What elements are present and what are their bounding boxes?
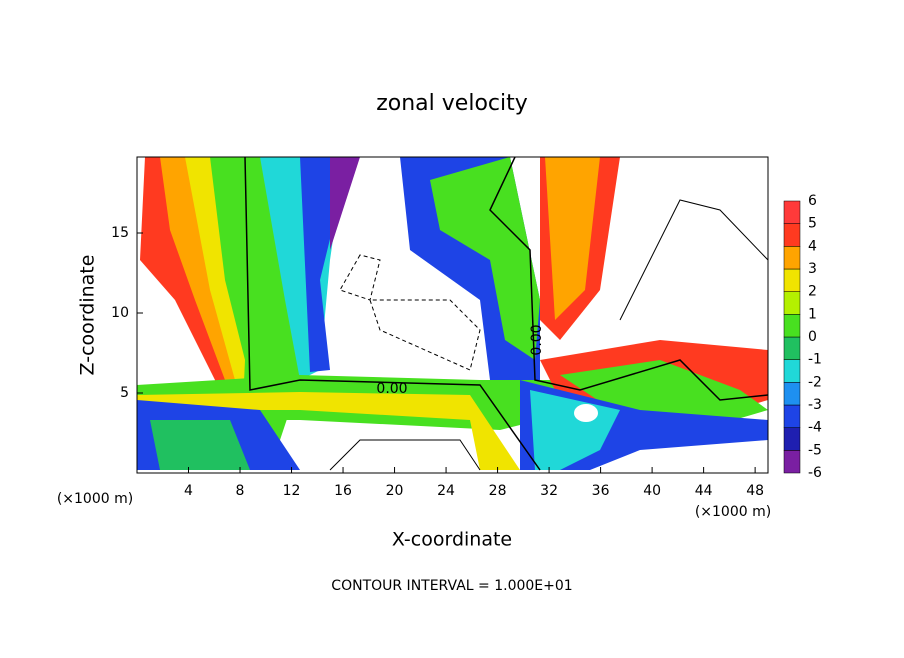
colorbar-box xyxy=(783,200,801,224)
colorbar-box xyxy=(783,427,801,451)
contour-label: 0.00 xyxy=(376,381,407,397)
colorbar-label: 4 xyxy=(808,238,817,254)
colorbar-label: -5 xyxy=(808,442,822,458)
x-unit: (×1000 m) xyxy=(57,491,133,507)
x-tick-label: 20 xyxy=(386,483,404,499)
x-tick-label: 44 xyxy=(695,483,713,499)
colorbar-label: 1 xyxy=(808,306,817,322)
x-tick-label: 12 xyxy=(283,483,301,499)
colorbar-box xyxy=(783,359,801,383)
field xyxy=(137,157,768,471)
colorbar-box xyxy=(783,223,801,247)
colorbar-box xyxy=(783,382,801,406)
colorbar-box xyxy=(783,404,801,428)
chart-title: zonal velocity xyxy=(376,91,528,116)
colorbar-box xyxy=(783,336,801,360)
y-tick-label: 10 xyxy=(111,305,129,321)
contour-label: 0.00 xyxy=(529,324,545,355)
colorbar-box xyxy=(783,268,801,292)
y-tick-label: 5 xyxy=(120,385,129,401)
x-tick-label: 40 xyxy=(643,483,661,499)
plot-frame xyxy=(136,156,769,474)
x-tick-label: 16 xyxy=(334,483,352,499)
x-unit: (×1000 m) xyxy=(695,504,771,520)
colorbar-label: 0 xyxy=(808,329,817,345)
x-tick-label: 32 xyxy=(540,483,558,499)
footer: CONTOUR INTERVAL = 1.000E+01 xyxy=(331,578,572,594)
colorbar-label: -2 xyxy=(808,374,822,390)
colorbar-label: 2 xyxy=(808,284,817,300)
y-axis-label: Z-coordinate xyxy=(77,255,99,376)
colorbar-label: -4 xyxy=(808,420,822,436)
colorbar-label: -3 xyxy=(808,397,822,413)
colorbar-box xyxy=(783,314,801,338)
colorbar-box xyxy=(783,291,801,315)
y-tick-label: 15 xyxy=(111,225,129,241)
x-tick-label: 24 xyxy=(437,483,455,499)
colorbar-box xyxy=(783,450,801,474)
colorbar-label: 5 xyxy=(808,216,817,232)
colorbar-label: 3 xyxy=(808,261,817,277)
x-tick-label: 4 xyxy=(184,483,193,499)
colorbar-label: -1 xyxy=(808,352,822,368)
colorbar-label: -6 xyxy=(808,465,822,481)
x-axis-label: X-coordinate xyxy=(392,529,512,551)
x-tick-label: 8 xyxy=(236,483,245,499)
colorbar-label: 6 xyxy=(808,193,817,209)
x-tick-label: 36 xyxy=(592,483,610,499)
x-tick-label: 28 xyxy=(489,483,507,499)
colorbar-box xyxy=(783,246,801,270)
x-tick-label: 48 xyxy=(746,483,764,499)
